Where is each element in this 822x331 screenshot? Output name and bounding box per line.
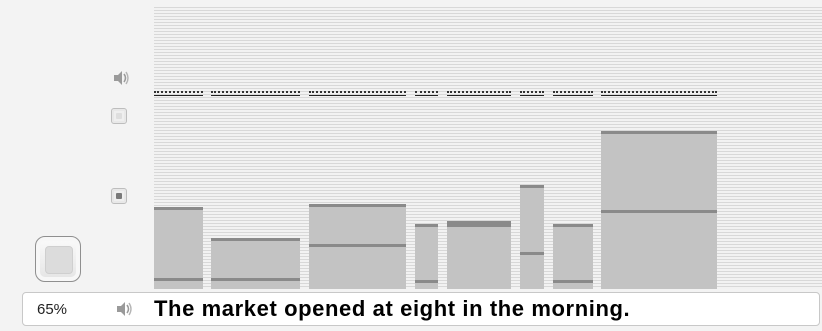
reference-line — [211, 278, 300, 281]
bar-top-edge — [553, 224, 593, 227]
word-marker-8[interactable] — [601, 91, 717, 96]
reference-line — [309, 244, 406, 247]
pitch-stage — [154, 7, 822, 289]
sentence-text: The market opened at eight in the mornin… — [154, 296, 631, 321]
word-bar-3 — [309, 204, 406, 289]
bar-top-edge — [520, 185, 544, 188]
bar-top-edge — [601, 131, 717, 134]
word-marker-6[interactable] — [520, 91, 544, 96]
checkbox-checked-icon — [116, 193, 122, 199]
word-marker-3[interactable] — [309, 91, 406, 96]
square-button-icon — [45, 246, 73, 274]
bar-top-edge — [415, 224, 438, 227]
reference-line — [415, 280, 438, 283]
reference-line — [553, 280, 593, 283]
word-bar-2 — [211, 238, 300, 289]
bar-top-edge — [154, 207, 203, 210]
word-marker-2[interactable] — [211, 91, 300, 96]
word-bar-1 — [154, 207, 203, 289]
word-marker-4[interactable] — [415, 91, 438, 96]
word-marker-5[interactable] — [447, 91, 511, 96]
word-bar-7 — [553, 224, 593, 289]
option-checkbox-selected[interactable] — [111, 188, 127, 204]
reference-line — [447, 224, 511, 227]
bar-top-edge — [447, 221, 511, 224]
zoom-level[interactable]: 65% — [37, 301, 68, 318]
word-bar-5 — [447, 221, 511, 289]
bar-top-edge — [211, 238, 300, 241]
play-sentence-speaker-icon[interactable] — [113, 299, 133, 319]
reference-line — [601, 210, 717, 213]
word-marker-1[interactable] — [154, 91, 203, 96]
word-bar-4 — [415, 224, 438, 289]
record-button[interactable] — [35, 236, 81, 282]
reference-line — [154, 278, 203, 281]
word-bar-6 — [520, 185, 544, 289]
speaker-icon[interactable] — [110, 68, 130, 88]
word-marker-7[interactable] — [553, 91, 593, 96]
word-bar-8 — [601, 131, 717, 289]
sentence-bar: 65% The market opened at eight in the mo… — [22, 292, 820, 326]
option-checkbox[interactable] — [111, 108, 127, 124]
checkbox-icon — [116, 113, 122, 119]
bar-top-edge — [309, 204, 406, 207]
reference-line — [520, 252, 544, 255]
